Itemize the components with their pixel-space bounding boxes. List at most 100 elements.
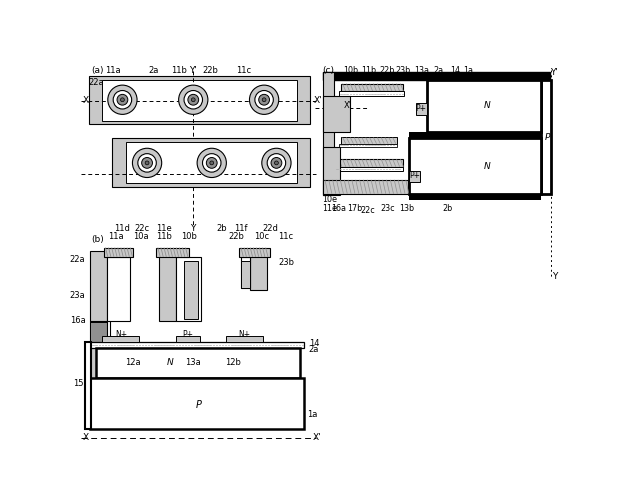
Text: 22b: 22b: [379, 66, 395, 75]
Bar: [159, 251, 176, 321]
Text: 10b: 10b: [181, 231, 197, 240]
Text: 16a: 16a: [70, 316, 85, 325]
Bar: [90, 322, 107, 345]
Bar: [541, 80, 551, 194]
Bar: [103, 336, 139, 342]
Text: 22b: 22b: [202, 66, 218, 75]
Bar: [175, 336, 200, 342]
Text: 11a: 11a: [104, 66, 120, 75]
Bar: [323, 72, 550, 80]
Bar: [323, 96, 350, 132]
Text: 22a: 22a: [70, 255, 85, 264]
Circle shape: [108, 85, 137, 114]
Text: X': X': [344, 101, 352, 110]
Text: P+: P+: [409, 171, 420, 180]
Bar: [107, 257, 130, 321]
Circle shape: [207, 158, 217, 168]
Text: 22a: 22a: [88, 78, 104, 87]
Text: Y: Y: [190, 224, 196, 233]
Text: 22c: 22c: [361, 206, 376, 215]
Text: 11b: 11b: [361, 66, 376, 75]
Bar: [103, 80, 297, 120]
Circle shape: [121, 98, 124, 102]
Text: 10b: 10b: [343, 66, 358, 75]
Text: 2b: 2b: [216, 224, 227, 233]
Text: (a): (a): [91, 66, 103, 75]
Circle shape: [132, 148, 162, 177]
Bar: [339, 144, 397, 148]
Bar: [96, 348, 300, 377]
Text: 12b: 12b: [225, 358, 241, 367]
Text: 22d: 22d: [262, 224, 278, 233]
Bar: [409, 170, 420, 182]
Text: 23b: 23b: [396, 66, 411, 75]
Text: 13b: 13b: [399, 204, 414, 213]
Bar: [90, 377, 304, 428]
Circle shape: [262, 148, 291, 177]
Bar: [104, 247, 133, 257]
Text: 14: 14: [450, 66, 460, 75]
Text: 11d: 11d: [114, 224, 129, 233]
Bar: [239, 247, 271, 257]
Text: (c): (c): [323, 66, 335, 75]
Bar: [323, 72, 334, 195]
Text: 1a: 1a: [307, 410, 318, 419]
Bar: [409, 132, 541, 138]
Circle shape: [255, 91, 273, 109]
Text: 14: 14: [309, 339, 319, 348]
Bar: [427, 80, 541, 132]
Text: 11c: 11c: [236, 66, 251, 75]
Bar: [409, 194, 541, 200]
Circle shape: [203, 154, 221, 172]
Bar: [341, 84, 402, 91]
Text: 11a: 11a: [108, 231, 123, 240]
Bar: [90, 342, 304, 348]
Bar: [335, 167, 402, 171]
Bar: [341, 138, 397, 144]
Circle shape: [184, 91, 203, 109]
Bar: [85, 342, 91, 428]
Bar: [323, 180, 408, 194]
Circle shape: [262, 98, 266, 102]
Bar: [184, 261, 198, 319]
Circle shape: [271, 158, 282, 168]
Bar: [339, 91, 404, 96]
Circle shape: [259, 94, 269, 105]
Circle shape: [179, 85, 208, 114]
Circle shape: [197, 148, 226, 177]
Text: 13a: 13a: [414, 66, 429, 75]
Text: 23c: 23c: [380, 204, 394, 213]
Bar: [90, 251, 107, 321]
Text: P: P: [545, 133, 550, 142]
Text: 2a: 2a: [433, 66, 443, 75]
Circle shape: [249, 85, 279, 114]
Circle shape: [192, 98, 195, 102]
Text: 2a: 2a: [309, 346, 319, 354]
Text: 10a: 10a: [133, 231, 149, 240]
Bar: [126, 142, 297, 183]
Circle shape: [113, 91, 132, 109]
Text: 15: 15: [73, 380, 84, 389]
Bar: [415, 103, 427, 115]
Bar: [90, 321, 107, 395]
Text: 10c: 10c: [254, 231, 269, 240]
Text: Y': Y': [550, 69, 559, 77]
Text: N: N: [484, 101, 491, 110]
Bar: [90, 76, 310, 124]
Text: 1a: 1a: [463, 66, 473, 75]
Text: Y: Y: [552, 272, 557, 281]
Text: X: X: [82, 96, 88, 105]
Circle shape: [145, 161, 149, 165]
Text: 11f: 11f: [234, 224, 248, 233]
Bar: [156, 247, 188, 257]
Text: N+: N+: [238, 330, 250, 339]
Bar: [176, 257, 201, 321]
Text: 10e: 10e: [322, 195, 337, 204]
Bar: [409, 138, 541, 194]
Bar: [241, 261, 250, 288]
Circle shape: [274, 161, 279, 165]
Bar: [323, 148, 340, 195]
Text: 13a: 13a: [185, 358, 201, 367]
Text: 2a: 2a: [148, 66, 159, 75]
Text: N: N: [484, 162, 491, 171]
